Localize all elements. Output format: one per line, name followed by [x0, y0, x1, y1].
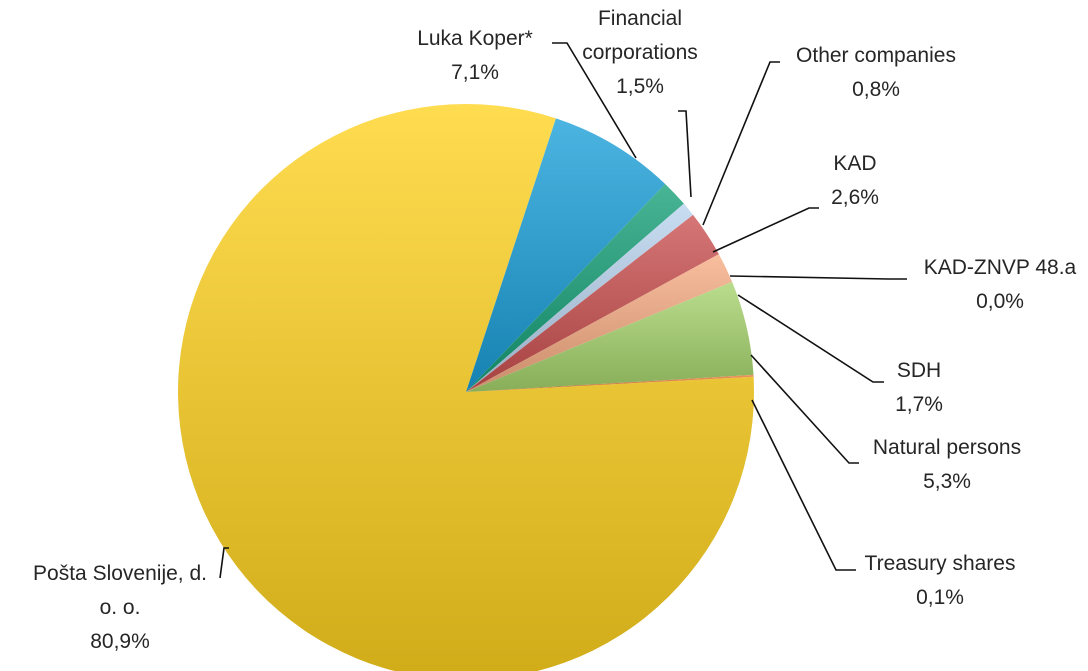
slice-value-label: 7,1% [451, 61, 499, 84]
leader-line-luka-koper [552, 42, 637, 159]
slice-name-label: KAD-ZNVP 48.a [924, 256, 1077, 279]
slice-value-label: 5,3% [923, 470, 971, 493]
slice-value-label: 2,6% [831, 186, 879, 209]
slice-value-label: 80,9% [90, 630, 150, 653]
slice-name-label: KAD [833, 152, 876, 175]
slice-label-po-ta-slovenije-d-o-o: Pošta Slovenije, d. o. o. 80,9% [33, 562, 207, 653]
slice-name-label: Other companies [796, 44, 956, 67]
leader-lines [219, 42, 907, 579]
slice-name-label: o. o. [100, 596, 141, 619]
pie-slice-kad [466, 214, 719, 392]
slice-name-label: corporations [582, 41, 698, 64]
slice-name-label: Luka Koper* [417, 27, 533, 50]
leader-line-po-ta-slovenije-d-o-o [219, 547, 229, 579]
slice-label-kad-znvp-48-a: KAD-ZNVP 48.a 0,0% [924, 256, 1077, 313]
pie-slices [178, 104, 754, 671]
slice-label-natural-persons: Natural persons 5,3% [873, 436, 1021, 493]
slice-labels: Pošta Slovenije, d. o. o. 80,9% Luka Koper*… [33, 7, 1077, 653]
pie-slice-natural-persons [466, 281, 754, 392]
slice-name-label: Financial [598, 7, 682, 30]
leader-line-sdh [737, 294, 884, 383]
pie-slice-financial-corporations [466, 183, 684, 392]
pie-slice-treasury-shares [466, 374, 754, 392]
leader-line-natural-persons [750, 354, 859, 464]
slice-label-other-companies: Other companies 0,8% [796, 44, 956, 101]
slice-label-financial-corporations: Financial corporations 1,5% [582, 7, 698, 98]
pie-slice-po-ta-slovenije-d-o-o [178, 104, 754, 671]
slice-value-label: 0,8% [852, 78, 900, 101]
slice-name-label: Pošta Slovenije, d. [33, 562, 207, 585]
pie-slice-other-companies [466, 203, 694, 392]
slice-name-label: Natural persons [873, 436, 1021, 459]
pie-slice-luka-koper [466, 118, 666, 392]
slice-label-treasury-shares: Treasury shares 0,1% [865, 552, 1016, 609]
leader-line-kad-znvp-48-a [729, 275, 907, 280]
leader-line-kad [712, 207, 819, 253]
slice-value-label: 1,5% [616, 75, 664, 98]
pie-slice-sdh [466, 254, 733, 392]
slice-name-label: Treasury shares [865, 552, 1016, 575]
slice-label-sdh: SDH 1,7% [895, 359, 943, 416]
leader-line-other-companies [702, 61, 780, 226]
slice-label-luka-koper: Luka Koper* 7,1% [417, 27, 533, 84]
slice-value-label: 0,1% [916, 586, 964, 609]
slice-value-label: 1,7% [895, 393, 943, 416]
slice-name-label: SDH [897, 359, 941, 382]
leader-line-treasury-shares [751, 399, 856, 571]
leader-line-financial-corporations [678, 110, 692, 198]
slice-value-label: 0,0% [976, 290, 1024, 313]
slice-label-kad: KAD 2,6% [831, 152, 879, 209]
